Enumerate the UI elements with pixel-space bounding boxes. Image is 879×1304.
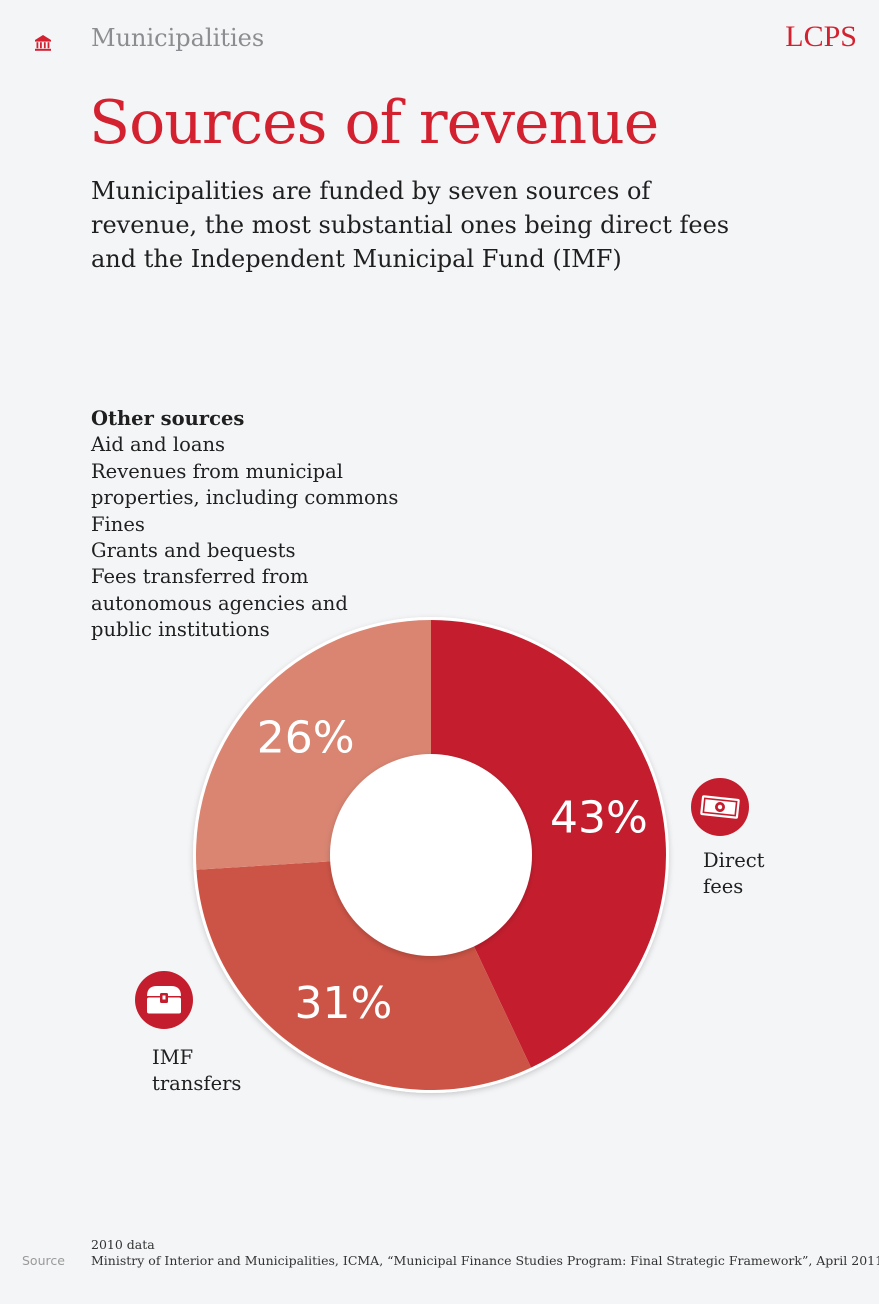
imf-callout-label: IMF transfers [152,1046,242,1096]
brand-logo: LCPS [785,20,857,53]
other-source-item: Fines [91,512,145,536]
slice-value-label: 26% [257,712,355,763]
bank-building-icon [35,35,51,51]
source-citation: Ministry of Interior and Municipalities,… [91,1253,879,1268]
source-label: Source [22,1253,65,1268]
banknote-icon [691,778,749,836]
page-subtitle: Municipalities are funded by seven sourc… [91,177,730,273]
treasure-chest-icon [135,971,193,1029]
direct-fees-callout-label: Direct fees [703,849,765,899]
slice-value-label: 43% [550,792,648,843]
donut-slice-direct-fees [431,620,667,1068]
other-source-item: Revenues from municipal properties, incl… [91,459,399,510]
other-sources-legend: Other sources Aid and loans Revenues fro… [91,406,411,644]
other-source-item: Aid and loans [91,433,226,457]
page-title: Sources of revenue [89,88,659,158]
other-source-item: Fees transferred from autonomous agencie… [91,565,348,642]
slice-value-label: 31% [295,978,393,1029]
other-source-item: Grants and bequests [91,539,296,563]
donut-inner-ring [330,754,532,956]
data-year-note: 2010 data [91,1237,155,1252]
other-sources-heading: Other sources [91,407,245,430]
section-label: Municipalities [91,24,265,52]
